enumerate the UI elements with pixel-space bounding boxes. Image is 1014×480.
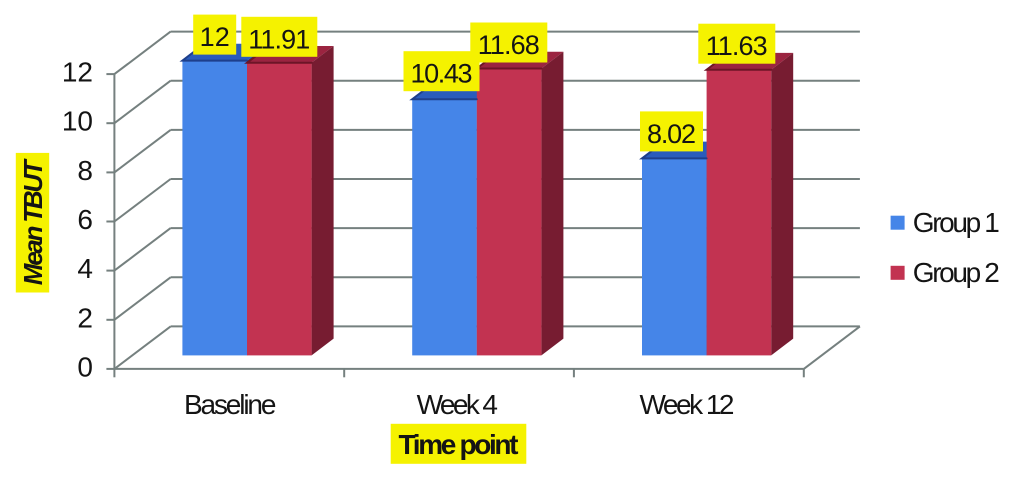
svg-text:12: 12 (200, 22, 230, 52)
svg-text:6: 6 (77, 204, 93, 235)
svg-text:Mean TBUT: Mean TBUT (18, 158, 48, 285)
svg-text:12: 12 (62, 57, 93, 88)
svg-text:2: 2 (77, 302, 93, 333)
svg-text:0: 0 (77, 351, 93, 382)
svg-text:Time point: Time point (399, 429, 519, 460)
svg-text:8: 8 (77, 155, 93, 186)
svg-text:Group 1: Group 1 (913, 207, 1000, 238)
svg-text:Week 4: Week 4 (417, 389, 498, 420)
svg-text:4: 4 (77, 253, 93, 284)
svg-text:11.63: 11.63 (706, 31, 768, 61)
svg-text:10.43: 10.43 (411, 59, 473, 89)
svg-text:11.91: 11.91 (248, 24, 310, 54)
svg-text:10: 10 (62, 106, 93, 137)
svg-text:8.02: 8.02 (647, 119, 696, 149)
svg-text:11.68: 11.68 (478, 30, 540, 60)
svg-text:Week 12: Week 12 (640, 389, 735, 420)
svg-text:Group 2: Group 2 (913, 257, 1000, 288)
svg-text:Baseline: Baseline (184, 389, 277, 420)
